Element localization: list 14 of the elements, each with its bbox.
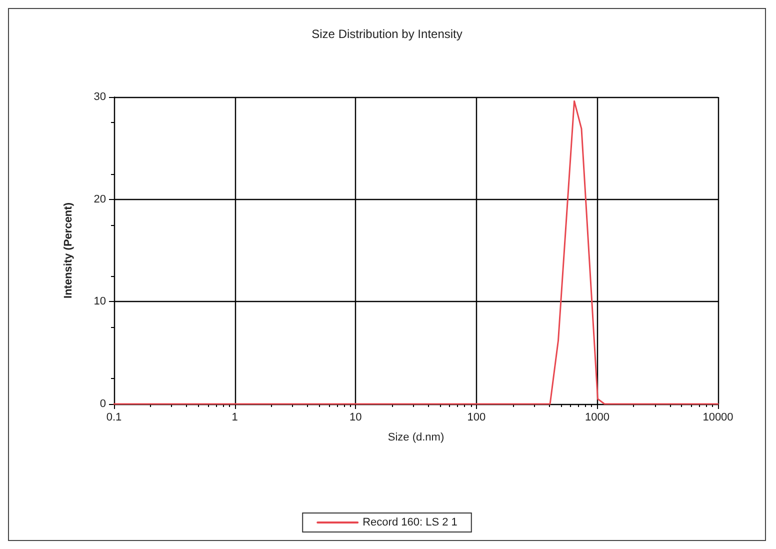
x-tick-label: 100 [467, 412, 486, 424]
y-tick-label: 30 [94, 91, 106, 103]
x-tick-label: 10 [349, 412, 362, 424]
chart-title: Size Distribution by Intensity [312, 27, 462, 41]
y-axis-title: Intensity (Percent) [62, 202, 74, 298]
y-tick-label: 0 [100, 398, 106, 410]
legend-label: Record 160: LS 2 1 [362, 516, 458, 528]
y-tick-label: 10 [94, 296, 106, 308]
x-tick-label: 0.1 [106, 412, 122, 424]
x-axis-title: Size (d.nm) [388, 432, 444, 444]
x-tick-label: 1000 [584, 412, 610, 424]
y-tick-label: 20 [94, 193, 106, 206]
x-tick-label: 1 [232, 412, 238, 424]
x-tick-label: 10000 [702, 412, 734, 424]
